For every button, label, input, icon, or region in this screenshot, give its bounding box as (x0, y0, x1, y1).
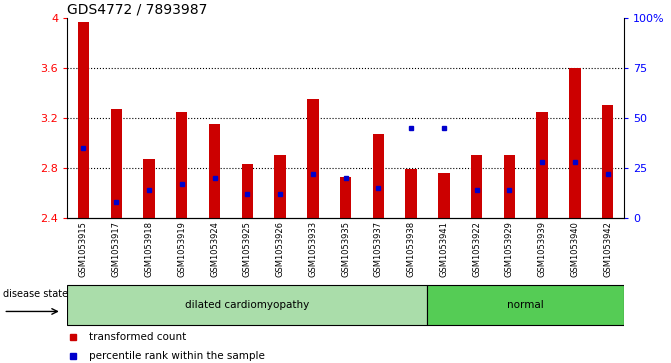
Bar (274, 155, 286, 218)
Bar (176, 112, 187, 218)
Text: GSM1053929: GSM1053929 (505, 221, 514, 277)
Bar (144, 159, 155, 218)
Text: GSM1053933: GSM1053933 (308, 221, 317, 277)
Text: GSM1053918: GSM1053918 (144, 221, 154, 277)
Text: dilated cardiomyopathy: dilated cardiomyopathy (185, 300, 309, 310)
Text: GSM1053939: GSM1053939 (537, 221, 547, 277)
Text: disease state: disease state (3, 289, 68, 299)
Bar (536, 112, 548, 218)
Text: GDS4772 / 7893987: GDS4772 / 7893987 (67, 3, 207, 17)
Text: GSM1053915: GSM1053915 (79, 221, 88, 277)
FancyBboxPatch shape (427, 285, 624, 325)
Text: GSM1053938: GSM1053938 (407, 221, 415, 277)
Bar (242, 164, 253, 218)
Text: GSM1053922: GSM1053922 (472, 221, 481, 277)
Text: percentile rank within the sample: percentile rank within the sample (89, 351, 265, 361)
Bar (569, 68, 580, 218)
Bar (111, 109, 122, 218)
Text: GSM1053917: GSM1053917 (112, 221, 121, 277)
FancyBboxPatch shape (67, 285, 427, 325)
Text: GSM1053935: GSM1053935 (341, 221, 350, 277)
Bar (438, 173, 450, 218)
Text: GSM1053940: GSM1053940 (570, 221, 579, 277)
Bar (209, 124, 220, 218)
Bar (504, 155, 515, 218)
Bar (307, 99, 319, 218)
Bar (602, 106, 613, 218)
Text: GSM1053926: GSM1053926 (276, 221, 285, 277)
Text: GSM1053941: GSM1053941 (440, 221, 448, 277)
Text: GSM1053942: GSM1053942 (603, 221, 612, 277)
Bar (340, 177, 352, 218)
Bar (471, 155, 482, 218)
Text: GSM1053924: GSM1053924 (210, 221, 219, 277)
Text: GSM1053937: GSM1053937 (374, 221, 383, 277)
Text: GSM1053925: GSM1053925 (243, 221, 252, 277)
Text: transformed count: transformed count (89, 332, 187, 342)
Bar (405, 169, 417, 218)
Text: normal: normal (507, 300, 544, 310)
Bar (372, 134, 384, 218)
Bar (78, 22, 89, 218)
Text: GSM1053919: GSM1053919 (177, 221, 187, 277)
